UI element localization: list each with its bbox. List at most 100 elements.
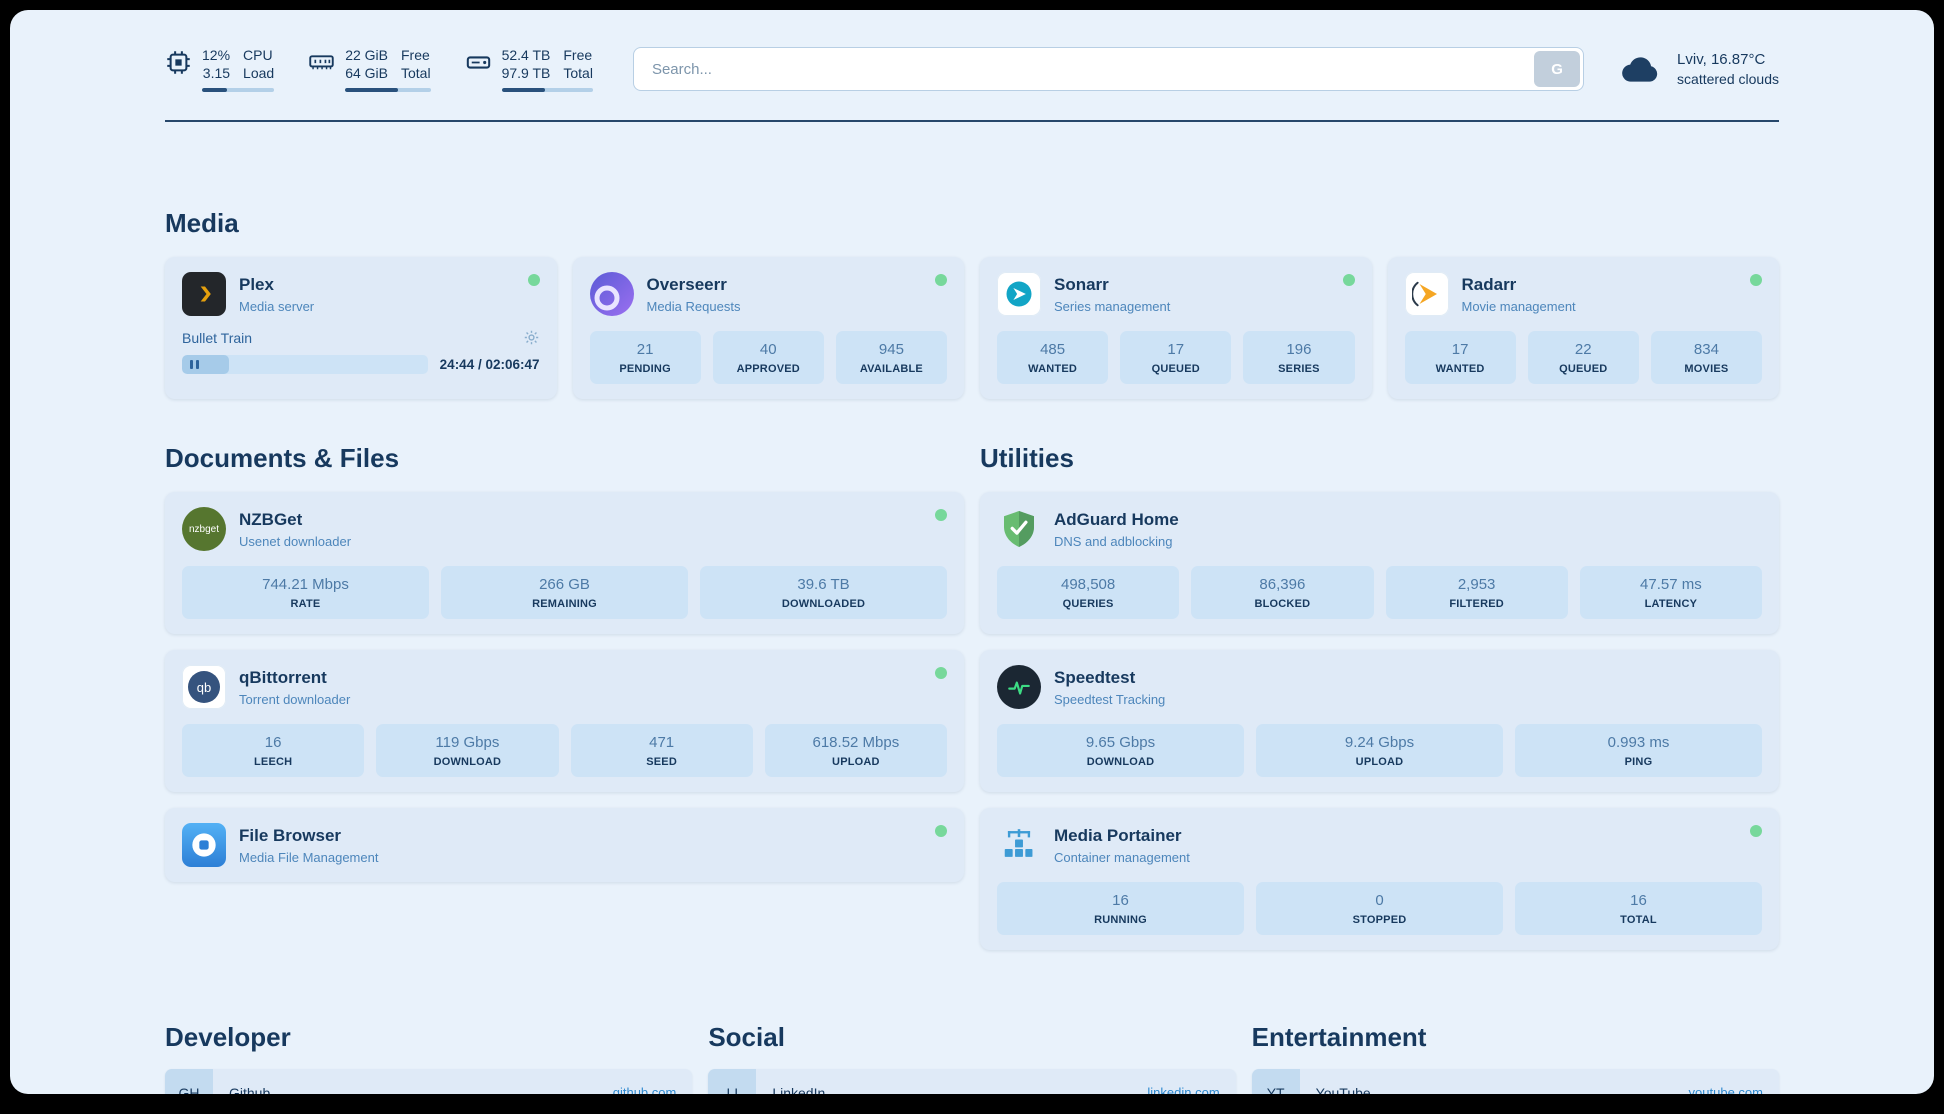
section-title-utilities: Utilities (980, 443, 1074, 474)
cpu-usage-value: 12% (202, 47, 231, 63)
status-dot (935, 825, 947, 838)
search-provider-button[interactable]: G (1534, 51, 1581, 88)
cpu-widget-body: 12% 3.15 CPU Load (202, 46, 275, 93)
memory-free-value: 22 GiB (345, 47, 388, 63)
status-dot (527, 274, 540, 287)
section-title-documents: Documents & Files (165, 443, 400, 474)
stat-tile: 834 MOVIES (1650, 331, 1763, 385)
filebrowser-card[interactable]: File Browser Media File Management (165, 808, 964, 883)
weather-condition: scattered clouds (1677, 71, 1779, 88)
bookmark-abbr: YT (1251, 1069, 1300, 1094)
bookmark-group-entertainment: Entertainment YT YouTube youtube.com NF … (1251, 1022, 1779, 1094)
stat-tile: 9.24 Gbps UPLOAD (1256, 724, 1503, 778)
stat-tile: 40 APPROVED (712, 331, 824, 385)
pause-icon[interactable] (190, 360, 193, 370)
stat-tile: 485 WANTED (997, 331, 1109, 385)
app-name: Speedtest (1054, 667, 1136, 687)
qbittorrent-icon: qb (182, 665, 226, 710)
app-name: Sonarr (1054, 274, 1109, 294)
header-divider (165, 120, 1779, 123)
bookmark-linkedin[interactable]: LI LinkedIn linkedin.com (708, 1069, 1236, 1094)
nzbget-card[interactable]: nzbget NZBGet Usenet downloader 744.21 M… (165, 492, 964, 635)
app-name: NZBGet (239, 509, 303, 529)
app-name: qBittorrent (239, 667, 327, 687)
stat-tile: 0.993 ms PING (1515, 724, 1762, 778)
memory-widget-body: 22 GiB 64 GiB Free Total (345, 46, 431, 93)
pause-icon[interactable] (196, 360, 199, 370)
overseerr-card[interactable]: Overseerr Media Requests 21 PENDING 40 APP… (572, 257, 964, 400)
cpu-widget: 12% 3.15 CPU Load (165, 46, 275, 93)
sonarr-stats: 485 WANTED 17 QUEUED 196 SERIES (997, 331, 1355, 385)
app-subtitle: Speedtest Tracking (1054, 691, 1166, 707)
sonarr-card[interactable]: Sonarr Series management 485 WANTED 17 QUE… (980, 257, 1372, 400)
section-title-developer: Developer (165, 1022, 291, 1053)
app-subtitle: DNS and adblocking (1054, 533, 1173, 549)
bookmark-name: Github (229, 1084, 271, 1094)
now-playing-title: Bullet Train (182, 329, 253, 346)
overseerr-card-header: Overseerr Media Requests (589, 272, 948, 317)
bookmark-abbr: LI (708, 1069, 757, 1094)
status-dot (1750, 274, 1762, 287)
app-subtitle: Media server (239, 298, 315, 314)
cpu-progress-bar (202, 88, 275, 93)
adguard-card[interactable]: AdGuard Home DNS and adblocking 498,508 Q… (980, 492, 1779, 635)
app-name: File Browser (239, 825, 342, 845)
app-subtitle: Media Requests (646, 298, 741, 314)
stat-tile: 16 TOTAL (1515, 882, 1762, 936)
disk-progress-bar (501, 88, 593, 93)
stat-tile: 196 SERIES (1243, 331, 1355, 385)
playback-progress-fill (182, 355, 229, 375)
bookmark-url: github.com (612, 1085, 677, 1094)
memory-progress-fill (345, 88, 399, 93)
stat-tile: 47.57 ms LATENCY (1579, 566, 1762, 620)
portainer-card[interactable]: Media Portainer Container management 16 R… (980, 808, 1779, 951)
app-subtitle: Movie management (1461, 298, 1576, 314)
memory-free-label: Free (401, 47, 430, 63)
speedtest-icon (997, 665, 1041, 710)
stat-tile: 266 GB REMAINING (441, 566, 688, 620)
plex-now-playing-widget: Bullet Train 24:44 / 02:06:47 (182, 329, 540, 375)
bookmark-youtube[interactable]: YT YouTube youtube.com (1251, 1069, 1779, 1094)
app-subtitle: Torrent downloader (239, 691, 351, 707)
app-name: AdGuard Home (1054, 509, 1179, 529)
stat-tile: 9.65 Gbps DOWNLOAD (997, 724, 1244, 778)
radarr-icon (1404, 272, 1449, 317)
app-subtitle: Usenet downloader (239, 533, 352, 549)
portainer-stats: 16 RUNNING 0 STOPPED 16 TOTAL (997, 882, 1762, 936)
sonarr-card-header: Sonarr Series management (997, 272, 1355, 317)
stat-tile: 17 WANTED (1404, 331, 1516, 385)
gear-icon[interactable] (523, 329, 540, 346)
stat-tile: 744.21 Mbps RATE (182, 566, 429, 620)
nzbget-stats: 744.21 Mbps RATE 266 GB REMAINING 39.6 TB D… (182, 566, 947, 620)
two-column-area: Documents & Files nzbget NZBGet Usenet d… (165, 443, 1779, 951)
nzbget-icon: nzbget (182, 507, 226, 552)
plex-card[interactable]: Plex Media server Bullet Train (165, 257, 557, 400)
memory-total-value: 64 GiB (345, 65, 388, 82)
media-card-grid: Plex Media server Bullet Train (165, 257, 1779, 400)
speedtest-stats: 9.65 Gbps DOWNLOAD 9.24 Gbps UPLOAD 0.993 … (997, 724, 1762, 778)
adguard-icon (997, 507, 1041, 551)
radarr-card[interactable]: Radarr Movie management 17 WANTED 22 QUEUE… (1387, 257, 1779, 400)
stat-tile: 618.52 Mbps UPLOAD (764, 724, 947, 778)
weather-widget: Lviv, 16.87°C scattered clouds (1618, 51, 1779, 87)
memory-total-label: Total (401, 65, 431, 82)
plex-icon (182, 272, 226, 317)
search-input[interactable] (636, 60, 1535, 78)
system-widgets: 12% 3.15 CPU Load (165, 46, 593, 93)
status-dot (935, 667, 947, 680)
weather-location: Lviv, 16.87°C (1677, 51, 1766, 69)
disk-widget: 52.4 TB 97.9 TB Free Total (465, 46, 593, 93)
qbittorrent-card[interactable]: qb qBittorrent Torrent downloader 16 LEEC… (165, 650, 964, 793)
speedtest-card-header: Speedtest Speedtest Tracking (997, 665, 1762, 710)
radarr-stats: 17 WANTED 22 QUEUED 834 MOVIES (1404, 331, 1763, 385)
section-title-entertainment: Entertainment (1251, 1022, 1427, 1053)
disk-icon (465, 49, 492, 76)
section-documents: Documents & Files nzbget NZBGet Usenet d… (165, 443, 964, 950)
speedtest-card[interactable]: Speedtest Speedtest Tracking 9.65 Gbps DO… (980, 650, 1779, 793)
qbittorrent-card-header: qb qBittorrent Torrent downloader (182, 665, 947, 710)
playback-progress-bar[interactable] (182, 355, 428, 375)
bookmark-github[interactable]: GH Github github.com (165, 1069, 693, 1094)
portainer-icon (997, 823, 1041, 867)
ram-icon (308, 49, 335, 76)
bookmark-url: linkedin.com (1147, 1085, 1220, 1094)
